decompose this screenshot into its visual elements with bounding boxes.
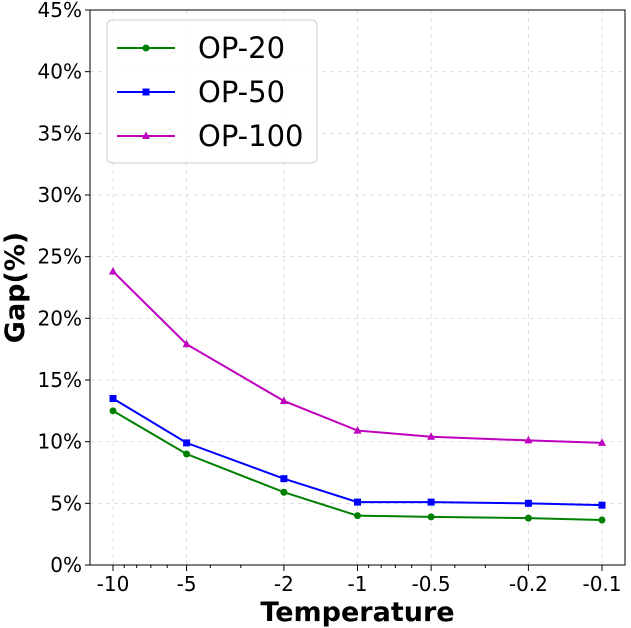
data-point-op-100 [427, 432, 436, 440]
data-point-op-50 [524, 499, 532, 507]
x-tick-label: -1 [348, 572, 368, 596]
y-tick-label: 5% [50, 491, 82, 515]
data-point-op-50 [109, 395, 117, 402]
y-tick-label: 10% [38, 430, 82, 454]
data-point-op-20 [598, 516, 606, 524]
y-tick-label: 35% [38, 121, 82, 145]
legend: OP-20 OP-50 OP-100 [106, 19, 318, 164]
y-tick-label: 40% [38, 60, 82, 84]
x-tick-label: -2 [274, 572, 294, 596]
data-point-op-50 [427, 498, 435, 506]
data-point-op-20 [280, 488, 288, 496]
y-tick-label: 0% [50, 553, 82, 577]
x-tick-label: -5 [177, 572, 197, 596]
data-point-op-20 [354, 512, 361, 520]
data-point-op-100 [353, 426, 362, 434]
data-point-op-100 [182, 339, 191, 348]
data-point-op-100 [524, 435, 533, 444]
data-point-op-20 [427, 513, 435, 521]
y-tick-label: 45% [38, 0, 82, 22]
data-point-op-100 [598, 438, 606, 446]
y-tick-label: 30% [38, 183, 82, 207]
legend-swatch-marker [142, 131, 150, 139]
data-point-op-50 [598, 501, 606, 509]
legend-item-op-20: OP-20 [117, 31, 285, 65]
legend-swatch-marker [142, 44, 150, 52]
y-tick-label: 15% [38, 368, 82, 392]
data-point-op-50 [183, 439, 191, 447]
series-op-100 [109, 266, 606, 446]
x-tick-label: -10 [97, 572, 130, 596]
data-point-op-20 [524, 514, 532, 522]
series-op-20 [109, 407, 606, 524]
legend-label: OP-50 [198, 75, 285, 109]
x-tick-label: -0.2 [509, 572, 548, 596]
legend-label: OP-100 [198, 119, 304, 153]
x-tick-label: -0.5 [412, 572, 451, 596]
legend-swatch-marker [142, 88, 150, 96]
legend-item-op-50: OP-50 [117, 75, 285, 109]
x-axis-title: Temperature [260, 597, 454, 628]
data-point-op-100 [279, 396, 288, 404]
x-tick-label: -0.1 [582, 572, 621, 596]
y-tick-label: 20% [38, 306, 82, 330]
data-point-op-20 [109, 407, 117, 415]
data-point-op-50 [354, 498, 361, 506]
data-point-op-50 [280, 475, 288, 483]
data-point-op-100 [109, 266, 117, 275]
x-axis: -10 -5 -2 -1 -0.5 -0.2 -0.1 [97, 565, 622, 596]
legend-label: OP-20 [198, 31, 285, 65]
legend-box [106, 19, 318, 164]
series-layer [109, 266, 606, 524]
series-op-50 [109, 395, 606, 509]
y-tick-label: 25% [38, 245, 82, 269]
data-point-op-20 [183, 450, 191, 458]
y-axis-title: Gap(%) [0, 232, 31, 343]
y-axis: 0% 5% 10% 15% 20% 25% 30% 35% 40% 45% [38, 0, 90, 577]
legend-item-op-100: OP-100 [117, 119, 304, 153]
